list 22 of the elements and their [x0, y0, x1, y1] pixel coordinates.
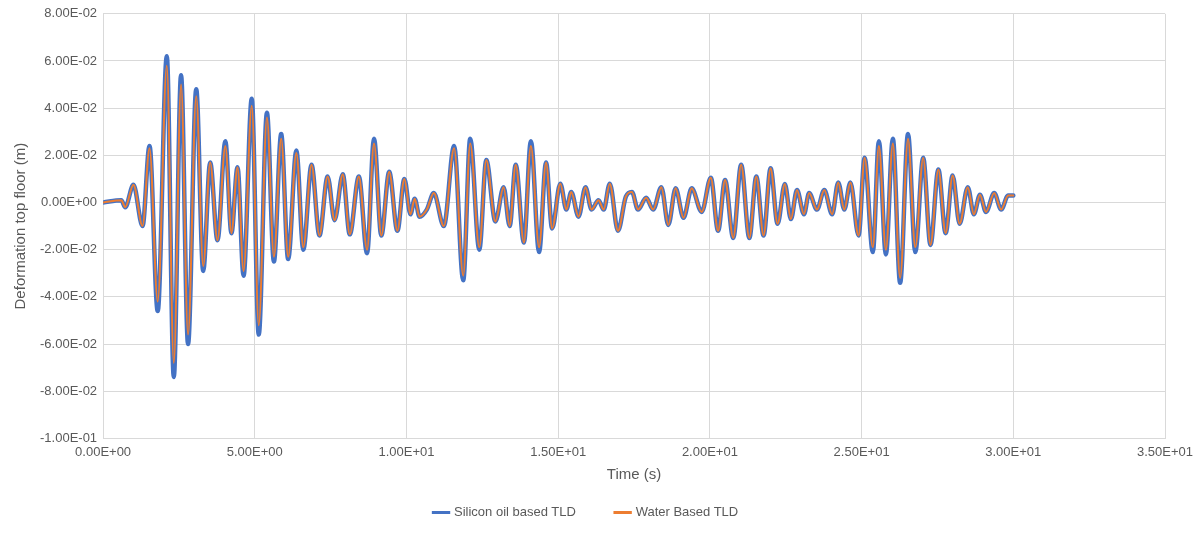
y-tick-label: 4.00E-02 [44, 99, 98, 115]
y-tick-label: 2.00E-02 [44, 146, 98, 162]
x-tick-label: 2.50E+01 [833, 443, 890, 459]
y-axis-title: Deformation top floor (m) [11, 142, 29, 310]
legend-label: Silicon oil based TLD [454, 504, 576, 520]
y-tick-label: -8.00E-02 [40, 382, 98, 398]
x-tick-label: 3.50E+01 [1136, 443, 1194, 459]
y-tick-label: -2.00E-02 [40, 241, 98, 257]
x-tick-label: 5.00E+00 [226, 443, 283, 459]
legend-label: Water Based TLD [635, 504, 739, 520]
y-tick-label: -6.00E-02 [40, 335, 98, 351]
y-tick-label: -1.00E-01 [40, 429, 98, 445]
x-tick-label: 2.00E+01 [681, 443, 738, 459]
x-axis-title: Time (s) [606, 464, 662, 482]
y-tick-label: 6.00E-02 [44, 52, 98, 68]
y-tick-label: 8.00E-02 [44, 5, 98, 21]
x-tick-label: 1.00E+01 [378, 443, 435, 459]
x-tick-label: 1.50E+01 [530, 443, 587, 459]
x-tick-label: 3.00E+01 [985, 443, 1042, 459]
y-tick-label: 0.00E+00 [41, 194, 98, 210]
y-tick-label: -4.00E-02 [40, 288, 98, 304]
x-tick-label: 0.00E+00 [75, 443, 132, 459]
